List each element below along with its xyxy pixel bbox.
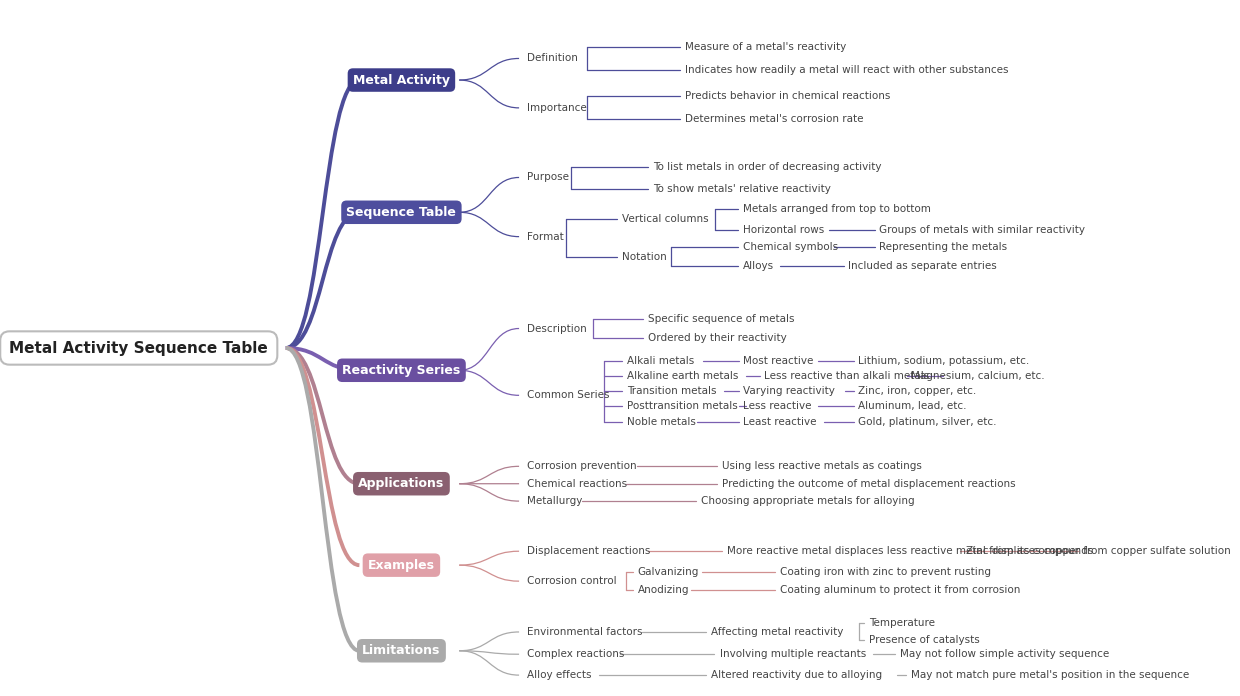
Text: Least reactive: Least reactive xyxy=(743,417,816,427)
Text: Anodizing: Anodizing xyxy=(637,585,689,595)
Text: Chemical symbols: Chemical symbols xyxy=(743,242,838,252)
Text: Galvanizing: Galvanizing xyxy=(637,567,699,577)
Text: Most reactive: Most reactive xyxy=(743,356,813,365)
Text: Altered reactivity due to alloying: Altered reactivity due to alloying xyxy=(712,670,883,680)
Text: Aluminum, lead, etc.: Aluminum, lead, etc. xyxy=(858,402,967,411)
Text: Predicts behavior in chemical reactions: Predicts behavior in chemical reactions xyxy=(684,91,890,101)
Text: Metals arranged from top to bottom: Metals arranged from top to bottom xyxy=(743,204,931,214)
Text: Corrosion prevention: Corrosion prevention xyxy=(527,461,637,471)
Text: Format: Format xyxy=(527,232,564,242)
Text: Varying reactivity: Varying reactivity xyxy=(743,386,835,396)
Text: Determines metal's corrosion rate: Determines metal's corrosion rate xyxy=(684,114,863,124)
Text: Posttransition metals: Posttransition metals xyxy=(627,402,738,411)
Text: Choosing appropriate metals for alloying: Choosing appropriate metals for alloying xyxy=(701,496,914,506)
Text: Examples: Examples xyxy=(368,559,435,571)
Text: Coating aluminum to protect it from corrosion: Coating aluminum to protect it from corr… xyxy=(780,585,1021,595)
Text: Ordered by their reactivity: Ordered by their reactivity xyxy=(649,333,787,343)
Text: Limitations: Limitations xyxy=(362,644,440,657)
Text: Presence of catalysts: Presence of catalysts xyxy=(869,635,980,645)
Text: Less reactive: Less reactive xyxy=(743,402,811,411)
Text: Gold, platinum, silver, etc.: Gold, platinum, silver, etc. xyxy=(858,417,997,427)
Text: Displacement reactions: Displacement reactions xyxy=(527,546,651,556)
Text: More reactive metal displaces less reactive metal from its compounds: More reactive metal displaces less react… xyxy=(727,546,1094,556)
Text: Less reactive than alkali metals: Less reactive than alkali metals xyxy=(764,371,929,381)
Text: Metal Activity: Metal Activity xyxy=(353,74,450,86)
Text: Vertical columns: Vertical columns xyxy=(622,214,709,223)
Text: Coating iron with zinc to prevent rusting: Coating iron with zinc to prevent rustin… xyxy=(780,567,991,577)
Text: Applications: Applications xyxy=(358,477,445,490)
Text: Corrosion control: Corrosion control xyxy=(527,576,618,586)
Text: Affecting metal reactivity: Affecting metal reactivity xyxy=(712,627,843,637)
Text: Alkaline earth metals: Alkaline earth metals xyxy=(627,371,739,381)
Text: Metallurgy: Metallurgy xyxy=(527,496,583,506)
Text: Indicates how readily a metal will react with other substances: Indicates how readily a metal will react… xyxy=(684,65,1008,74)
Text: Transition metals: Transition metals xyxy=(627,386,717,396)
Text: Metal Activity Sequence Table: Metal Activity Sequence Table xyxy=(10,340,268,356)
Text: Involving multiple reactants: Involving multiple reactants xyxy=(719,649,866,659)
Text: Definition: Definition xyxy=(527,54,578,63)
Text: Specific sequence of metals: Specific sequence of metals xyxy=(649,314,795,324)
Text: Description: Description xyxy=(527,324,588,333)
Text: Chemical reactions: Chemical reactions xyxy=(527,479,627,489)
Text: Alloy effects: Alloy effects xyxy=(527,670,591,680)
Text: Importance: Importance xyxy=(527,103,588,113)
Text: Using less reactive metals as coatings: Using less reactive metals as coatings xyxy=(722,461,921,471)
Text: May not match pure metal's position in the sequence: May not match pure metal's position in t… xyxy=(911,670,1189,680)
Text: Zinc, iron, copper, etc.: Zinc, iron, copper, etc. xyxy=(858,386,977,396)
Text: Environmental factors: Environmental factors xyxy=(527,627,644,637)
Text: To list metals in order of decreasing activity: To list metals in order of decreasing ac… xyxy=(653,162,882,172)
Text: Notation: Notation xyxy=(622,252,667,262)
Text: Included as separate entries: Included as separate entries xyxy=(848,261,997,271)
Text: Predicting the outcome of metal displacement reactions: Predicting the outcome of metal displace… xyxy=(722,479,1016,489)
Text: Temperature: Temperature xyxy=(869,618,935,628)
Text: Lithium, sodium, potassium, etc.: Lithium, sodium, potassium, etc. xyxy=(858,356,1029,365)
Text: Magnesium, calcium, etc.: Magnesium, calcium, etc. xyxy=(911,371,1044,381)
Text: Groups of metals with similar reactivity: Groups of metals with similar reactivity xyxy=(879,225,1085,235)
Text: Alkali metals: Alkali metals xyxy=(627,356,694,365)
Text: May not follow simple activity sequence: May not follow simple activity sequence xyxy=(900,649,1110,659)
Text: Common Series: Common Series xyxy=(527,390,610,400)
Text: Alloys: Alloys xyxy=(743,261,774,271)
Text: Sequence Table: Sequence Table xyxy=(346,206,456,219)
Text: Horizontal rows: Horizontal rows xyxy=(743,225,825,235)
Text: Zinc displaces copper from copper sulfate solution: Zinc displaces copper from copper sulfat… xyxy=(966,546,1230,556)
Text: Measure of a metal's reactivity: Measure of a metal's reactivity xyxy=(684,42,847,52)
Text: Reactivity Series: Reactivity Series xyxy=(342,364,460,377)
Text: Noble metals: Noble metals xyxy=(627,417,696,427)
Text: To show metals' relative reactivity: To show metals' relative reactivity xyxy=(653,184,832,193)
Text: Purpose: Purpose xyxy=(527,173,569,182)
Text: Complex reactions: Complex reactions xyxy=(527,649,625,659)
Text: Representing the metals: Representing the metals xyxy=(879,242,1008,252)
